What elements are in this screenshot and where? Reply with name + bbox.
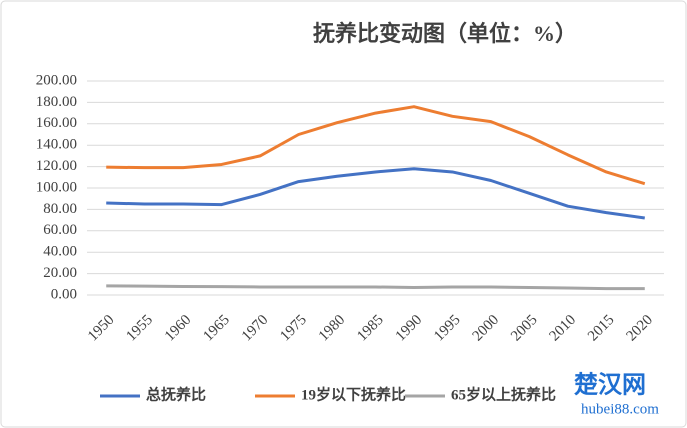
line-series (106, 105, 646, 186)
y-tick-label: 80.00 (43, 201, 77, 217)
legend-label: 65岁以上抚养比 (451, 385, 556, 403)
watermark: 楚汉网 hubei88.com (574, 372, 659, 418)
y-tick-label: 160.00 (36, 115, 77, 131)
chart-title: 抚养比变动图（单位：%） (313, 21, 577, 46)
legend-label: 总抚养比 (146, 385, 206, 403)
y-tick-label: 60.00 (43, 222, 77, 238)
y-tick-label: 100.00 (36, 179, 77, 195)
watermark-url: hubei88.com (581, 401, 659, 417)
y-tick-label: 200.00 (36, 72, 77, 88)
y-tick-label: 140.00 (36, 137, 77, 153)
legend-label: 19岁以下抚养比 (301, 385, 406, 403)
line-series (106, 167, 645, 220)
y-tick-label: 180.00 (36, 94, 77, 110)
line-series (106, 284, 645, 291)
y-tick-label: 40.00 (43, 244, 77, 260)
y-tick-label: 0.00 (51, 286, 77, 302)
watermark-name: 楚汉网 (574, 372, 646, 399)
y-tick-label: 20.00 (43, 265, 77, 281)
y-tick-label: 120.00 (36, 158, 77, 174)
